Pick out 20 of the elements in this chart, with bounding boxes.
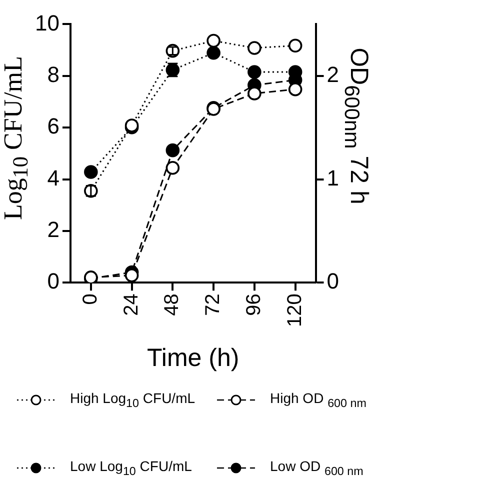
- y-tick-label: 8: [47, 62, 60, 87]
- x-tick-label: 96: [242, 294, 265, 316]
- y2-tick-label: 2: [326, 62, 340, 87]
- legend-label: High OD $_{600 nm}$: [270, 390, 366, 410]
- y2-tick-label: 1: [326, 165, 340, 190]
- y-tick-label: 0: [47, 268, 60, 294]
- x-tick-label: 72: [202, 294, 224, 316]
- legend-label: Low Log$_{10}$ CFU/mL: [70, 458, 192, 478]
- legend-label: Low OD $_{600 nm}$: [270, 458, 364, 478]
- x-tick-label: 0: [79, 294, 102, 305]
- x-tick-label: 120: [284, 294, 306, 328]
- x-tick-label: 48: [161, 294, 184, 316]
- y-tick-label: 10: [34, 10, 60, 36]
- x-tick-label: 24: [120, 294, 142, 316]
- y-tick-label: 4: [47, 165, 60, 190]
- x-axis-title: Time (h): [147, 344, 240, 372]
- y-tick-label: 6: [47, 114, 60, 139]
- y-tick-label: 2: [47, 217, 60, 242]
- legend-label: High Log$_{10}$ CFU/mL: [70, 390, 196, 410]
- y2-tick-label: 0: [326, 268, 340, 294]
